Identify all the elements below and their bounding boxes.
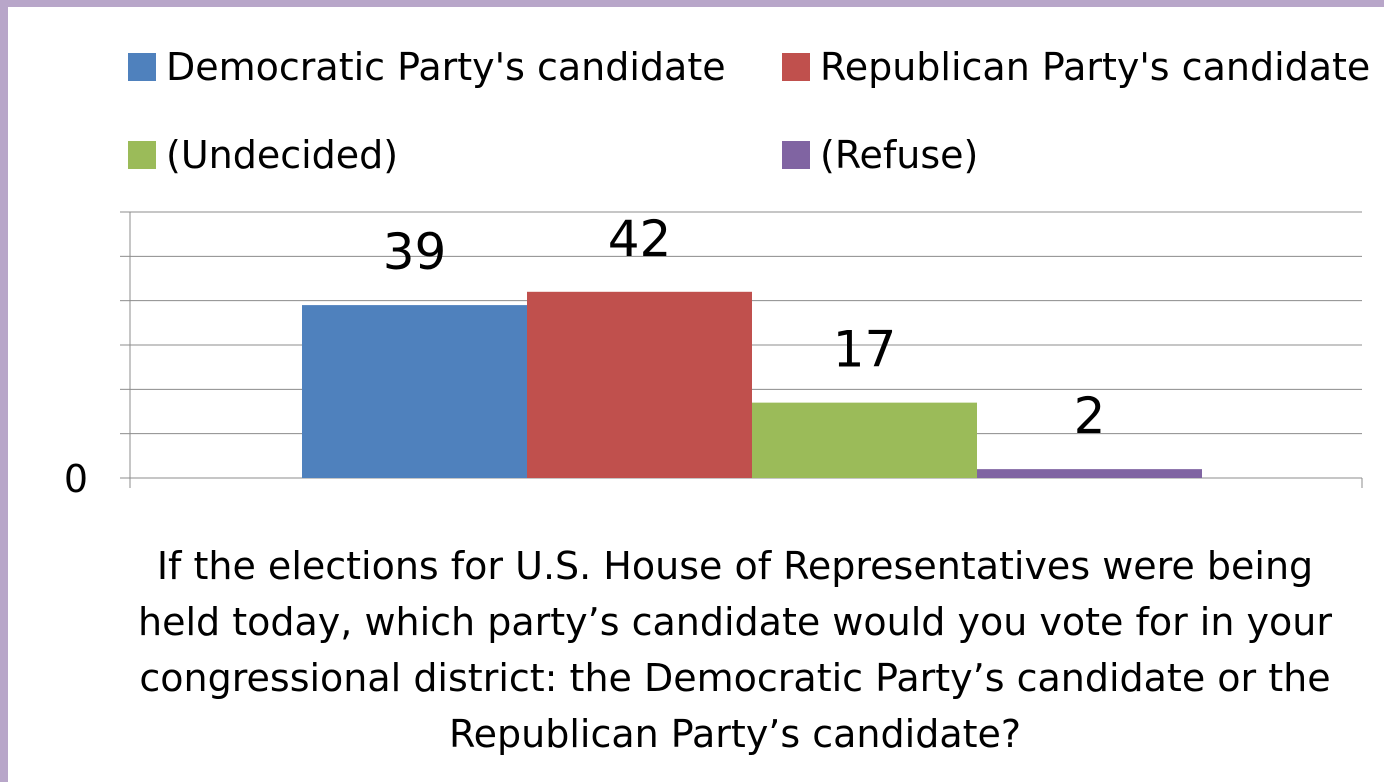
bars — [302, 291, 1202, 478]
legend-swatch-undecided — [128, 141, 156, 169]
bar-democratic-party-s-candidate — [302, 305, 527, 478]
data-label-republican-party-s-candidate: 42 — [608, 210, 672, 268]
legend-item-democratic: Democratic Party's candidate — [128, 45, 726, 89]
legend-item-refuse: (Refuse) — [782, 133, 978, 177]
legend-label-undecided: (Undecided) — [166, 133, 399, 177]
legend-label-republican: Republican Party's candidate — [820, 45, 1371, 89]
legend-swatch-republican — [782, 53, 810, 81]
bar-refuse — [977, 469, 1202, 478]
legend-swatch-democratic — [128, 53, 156, 81]
legend-label-democratic: Democratic Party's candidate — [166, 45, 726, 89]
data-labels: 39 42 17 2 — [383, 210, 1106, 445]
bar-republican-party-s-candidate — [527, 291, 752, 478]
data-label-refuse: 2 — [1074, 387, 1106, 445]
bar-undecided — [752, 402, 977, 478]
legend-item-republican: Republican Party's candidate — [782, 45, 1370, 89]
x-axis-title: If the elections for U.S. House of Repre… — [138, 544, 1332, 756]
y-tick-label: 0 — [64, 457, 88, 501]
data-label-undecided: 17 — [833, 321, 897, 379]
legend-swatch-refuse — [782, 141, 810, 169]
legend-item-undecided: (Undecided) — [128, 133, 398, 177]
data-label-democratic-party-s-candidate: 39 — [383, 223, 447, 281]
legend-label-refuse: (Refuse) — [820, 133, 979, 177]
